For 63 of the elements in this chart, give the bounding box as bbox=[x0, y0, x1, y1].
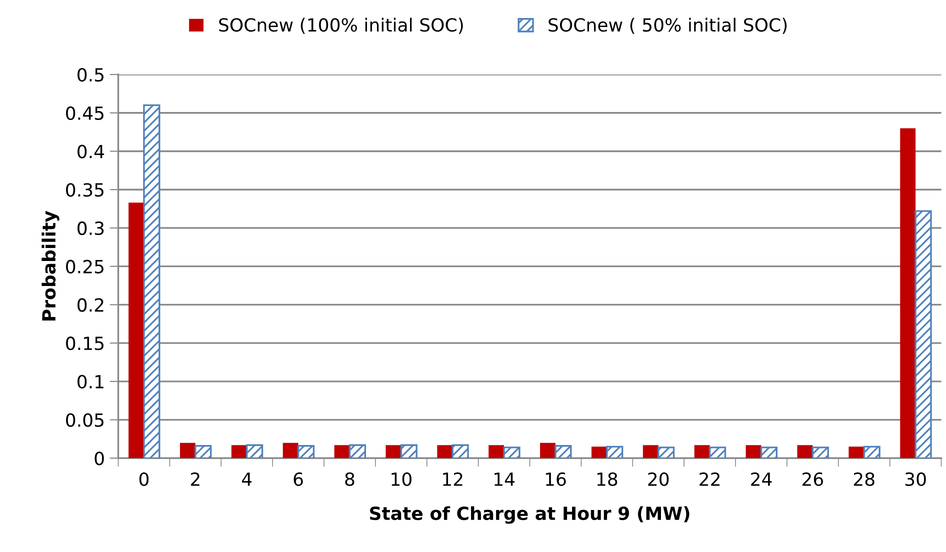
x-tick-label: 8 bbox=[345, 472, 354, 486]
bar bbox=[194, 445, 212, 458]
bar bbox=[591, 446, 607, 458]
x-tick-label: 28 bbox=[854, 472, 874, 486]
bar bbox=[231, 445, 247, 458]
x-tick-label: 20 bbox=[648, 472, 669, 486]
y-tick-label: 0.05 bbox=[66, 413, 104, 427]
y-tick-label: 0.4 bbox=[78, 144, 104, 158]
x-tick-label: 16 bbox=[546, 472, 566, 486]
y-axis-title: Probability bbox=[42, 210, 60, 320]
x-tick-label: 18 bbox=[597, 472, 618, 486]
bar bbox=[437, 445, 453, 458]
bar bbox=[797, 445, 813, 458]
y-tick-label: 0.35 bbox=[66, 183, 104, 197]
bar bbox=[554, 445, 572, 458]
bar bbox=[848, 446, 864, 458]
x-tick-label: 6 bbox=[294, 472, 303, 486]
legend-label: SOCnew (100% initial SOC) bbox=[219, 18, 463, 34]
bar bbox=[503, 446, 520, 458]
bar bbox=[488, 445, 504, 458]
x-tick-label: 30 bbox=[905, 472, 926, 486]
y-tick-label: 0.15 bbox=[66, 336, 104, 350]
bar bbox=[708, 446, 726, 458]
bar bbox=[452, 444, 469, 458]
bar bbox=[642, 445, 658, 458]
x-tick-label: 26 bbox=[802, 472, 824, 486]
y-tick-label: 0.5 bbox=[78, 68, 104, 82]
bar bbox=[180, 442, 196, 458]
bar bbox=[282, 442, 298, 458]
x-tick-label: 12 bbox=[443, 472, 462, 486]
x-tick-label: 10 bbox=[392, 472, 412, 486]
bar bbox=[400, 444, 418, 458]
bar bbox=[658, 446, 675, 458]
bar bbox=[386, 445, 402, 458]
x-tick-label: 24 bbox=[751, 472, 772, 486]
bar bbox=[760, 446, 778, 458]
bar bbox=[606, 446, 624, 458]
y-tick-label: 0.45 bbox=[66, 106, 104, 120]
bar bbox=[143, 104, 160, 458]
x-tick-label: 4 bbox=[242, 472, 252, 486]
bar bbox=[348, 444, 366, 458]
bar bbox=[297, 445, 315, 458]
bar bbox=[128, 202, 144, 458]
legend-label: SOCnew ( 50% initial SOC) bbox=[548, 18, 787, 34]
bar bbox=[863, 446, 880, 458]
bar bbox=[812, 446, 829, 458]
bar bbox=[914, 210, 932, 458]
bar bbox=[246, 444, 264, 458]
y-tick-label: 0.1 bbox=[78, 374, 104, 389]
x-axis-title: State of Charge at Hour 9 (MW) bbox=[370, 506, 690, 524]
y-tick-label: 0.3 bbox=[78, 221, 104, 236]
y-tick-label: 0.2 bbox=[78, 298, 104, 312]
bar bbox=[900, 128, 916, 458]
y-tick-label: 0.25 bbox=[66, 260, 104, 274]
bar bbox=[334, 445, 350, 458]
bar bbox=[540, 442, 556, 458]
bar bbox=[746, 445, 762, 458]
x-tick-label: 22 bbox=[700, 472, 720, 486]
x-tick-label: 2 bbox=[190, 472, 200, 486]
bar bbox=[694, 445, 710, 458]
x-tick-label: 0 bbox=[139, 472, 149, 486]
y-tick-label: 0 bbox=[94, 452, 104, 466]
x-tick-label: 14 bbox=[494, 472, 515, 486]
